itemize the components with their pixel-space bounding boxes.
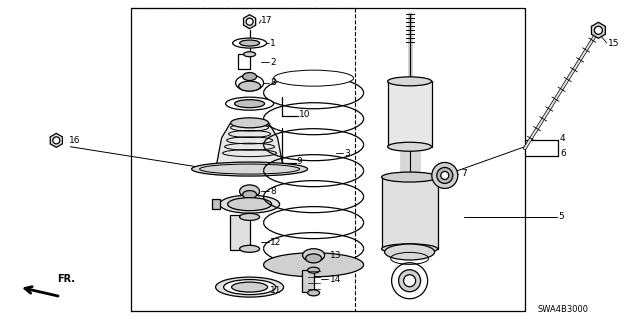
Text: 14: 14 xyxy=(330,275,341,284)
Text: 16: 16 xyxy=(69,136,81,145)
Ellipse shape xyxy=(216,277,284,297)
Ellipse shape xyxy=(239,213,260,220)
Text: 6: 6 xyxy=(560,149,566,158)
Ellipse shape xyxy=(230,118,269,128)
Ellipse shape xyxy=(244,75,255,80)
Text: SWA4B3000: SWA4B3000 xyxy=(538,305,589,314)
Circle shape xyxy=(392,263,428,299)
Text: 3: 3 xyxy=(344,149,350,158)
Ellipse shape xyxy=(388,77,431,86)
Ellipse shape xyxy=(264,253,364,277)
Text: 8: 8 xyxy=(270,187,276,196)
Ellipse shape xyxy=(239,185,260,198)
Ellipse shape xyxy=(236,75,264,91)
Bar xyxy=(230,215,250,250)
Bar xyxy=(388,81,433,147)
Ellipse shape xyxy=(232,38,267,48)
Text: 7: 7 xyxy=(461,169,467,178)
Ellipse shape xyxy=(239,81,260,91)
Text: 8: 8 xyxy=(270,78,276,87)
Ellipse shape xyxy=(232,282,268,292)
Text: 11: 11 xyxy=(270,286,282,295)
Ellipse shape xyxy=(381,244,438,254)
Ellipse shape xyxy=(239,40,260,46)
Circle shape xyxy=(246,18,253,25)
Ellipse shape xyxy=(228,198,271,211)
Ellipse shape xyxy=(243,72,257,81)
Ellipse shape xyxy=(388,142,431,151)
Text: 2: 2 xyxy=(270,58,276,67)
Text: 4: 4 xyxy=(560,134,566,143)
Bar xyxy=(382,177,438,249)
Text: 1: 1 xyxy=(270,39,276,48)
Ellipse shape xyxy=(385,244,435,260)
Ellipse shape xyxy=(191,162,308,176)
Text: 12: 12 xyxy=(270,238,282,247)
Ellipse shape xyxy=(303,249,324,262)
Bar xyxy=(212,199,220,209)
Ellipse shape xyxy=(381,172,438,182)
Polygon shape xyxy=(591,22,605,38)
Ellipse shape xyxy=(308,290,319,296)
Ellipse shape xyxy=(306,254,322,263)
Text: 9: 9 xyxy=(296,157,302,166)
Circle shape xyxy=(399,270,420,292)
Circle shape xyxy=(441,171,449,180)
Ellipse shape xyxy=(223,279,276,295)
Text: 13: 13 xyxy=(330,251,341,260)
Circle shape xyxy=(53,137,60,144)
Bar xyxy=(238,54,250,69)
Text: 15: 15 xyxy=(608,39,620,48)
Ellipse shape xyxy=(244,52,255,57)
Circle shape xyxy=(404,275,415,287)
Ellipse shape xyxy=(274,70,354,86)
Polygon shape xyxy=(51,133,62,147)
Text: 17: 17 xyxy=(261,16,273,25)
Text: FR.: FR. xyxy=(58,274,76,284)
Ellipse shape xyxy=(308,267,319,273)
Circle shape xyxy=(595,26,602,34)
Ellipse shape xyxy=(220,195,280,213)
Ellipse shape xyxy=(226,97,274,110)
Circle shape xyxy=(437,167,453,183)
Ellipse shape xyxy=(235,100,264,108)
Circle shape xyxy=(432,162,458,189)
Ellipse shape xyxy=(239,245,260,252)
Text: 10: 10 xyxy=(299,110,310,119)
Bar xyxy=(302,270,314,292)
Polygon shape xyxy=(216,123,284,169)
Ellipse shape xyxy=(243,190,257,199)
Polygon shape xyxy=(244,15,255,29)
Text: 5: 5 xyxy=(558,212,564,221)
